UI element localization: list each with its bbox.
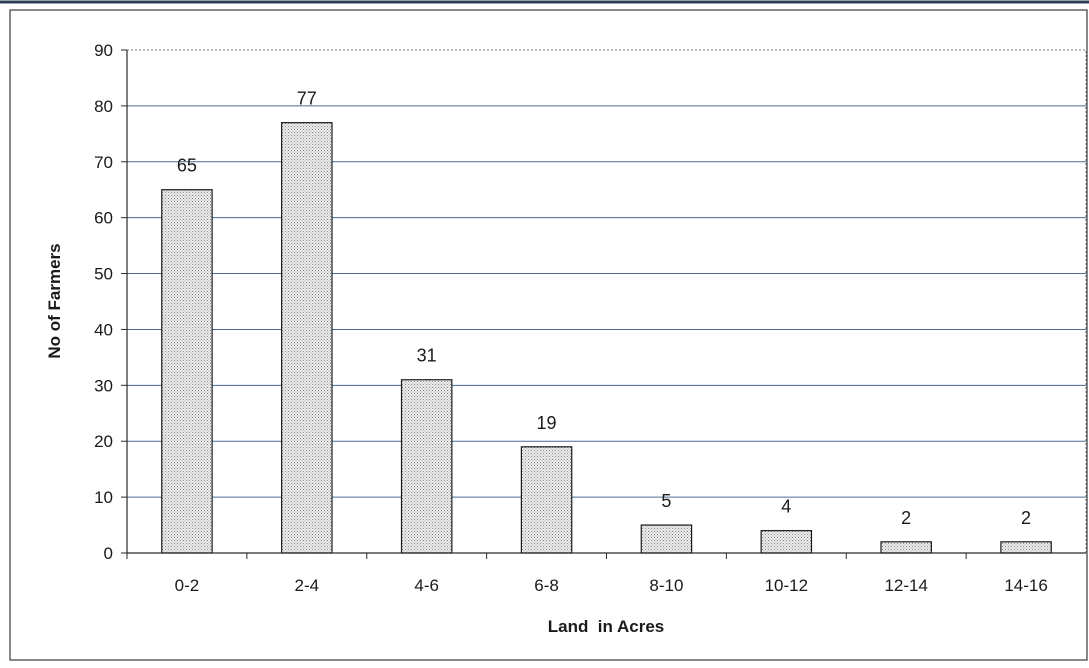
data-label: 31	[417, 346, 437, 366]
bar-6-8	[520, 446, 573, 554]
chart-border	[9, 9, 1088, 661]
y-tick-label: 20	[94, 432, 113, 451]
gridlines	[127, 105, 1086, 498]
bar-4-6	[400, 379, 453, 554]
x-axis-ticks: 0-2 2-4 4-6 6-8 8-10 10-12 12-14 14-16	[126, 553, 1048, 595]
x-tick-label: 14-16	[1004, 576, 1047, 595]
y-tick-label: 0	[104, 544, 113, 563]
x-tick-label: 2-4	[295, 576, 320, 595]
data-label: 65	[177, 156, 197, 176]
bar-12-14	[880, 541, 932, 554]
x-tick-label: 0-2	[175, 576, 200, 595]
data-label: 77	[297, 89, 317, 109]
x-axis-title: Land in Acres	[548, 617, 665, 636]
data-labels: 65 77 31 19 5 4 2 2	[177, 89, 1031, 528]
y-tick-label: 40	[94, 320, 113, 339]
x-tick-label: 6-8	[534, 576, 559, 595]
y-tick-label: 50	[94, 265, 113, 284]
y-axis-title: No of Farmers	[45, 243, 64, 358]
y-tick-label: 10	[94, 488, 113, 507]
x-tick-label: 8-10	[649, 576, 683, 595]
y-axis-ticks: 0 10 20 30 40 50 60 70 80 90	[94, 41, 127, 563]
x-tick-label: 4-6	[414, 576, 439, 595]
bar-10-12	[760, 530, 813, 554]
plot-area	[126, 49, 1087, 554]
bar-8-10	[640, 524, 693, 554]
bar-0-2	[161, 189, 213, 554]
data-label: 19	[537, 413, 557, 433]
y-tick-label: 80	[94, 97, 113, 116]
data-label: 2	[901, 508, 911, 528]
bar-2-4	[281, 122, 333, 554]
bars	[161, 122, 1052, 554]
y-tick-label: 70	[94, 153, 113, 172]
y-tick-label: 60	[94, 209, 113, 228]
y-tick-label: 30	[94, 376, 113, 395]
x-tick-label: 10-12	[765, 576, 808, 595]
data-label: 5	[661, 491, 671, 511]
bar-14-16	[1000, 541, 1052, 554]
data-label: 2	[1021, 508, 1031, 528]
x-tick-label: 12-14	[884, 576, 927, 595]
data-label: 4	[781, 497, 791, 517]
y-tick-label: 90	[94, 41, 113, 60]
